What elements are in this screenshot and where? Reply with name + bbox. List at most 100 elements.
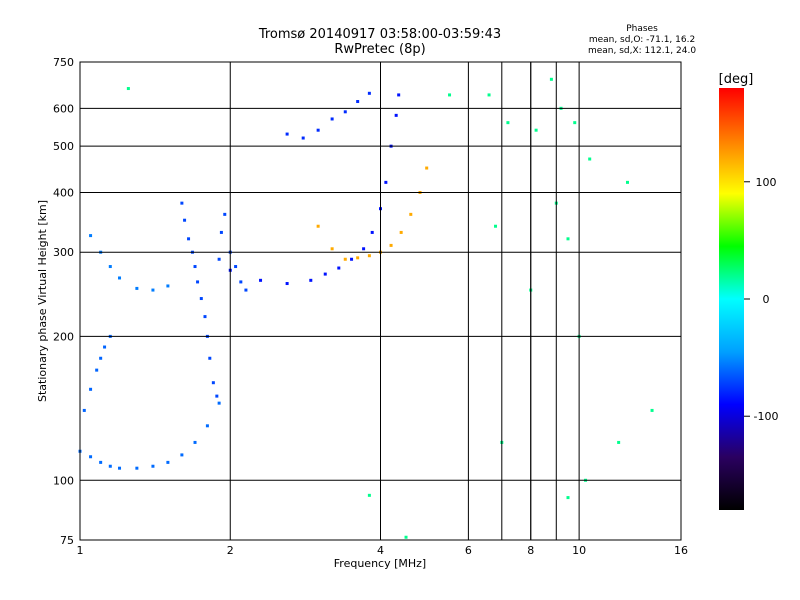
data-point (166, 284, 170, 288)
series-upper-trace (285, 91, 371, 140)
stats-heading: Phases (626, 24, 658, 34)
y-tick-label: 400 (53, 186, 74, 199)
data-point (180, 453, 184, 457)
data-point (199, 297, 203, 301)
data-point (259, 278, 263, 282)
data-point (316, 224, 320, 228)
colorbar-tick-label: 0 (763, 293, 770, 306)
data-point (180, 201, 184, 205)
data-point (208, 356, 212, 360)
data-point (650, 408, 654, 412)
data-point (448, 93, 452, 97)
data-point (367, 493, 371, 497)
data-point (384, 180, 388, 184)
data-point (404, 535, 408, 539)
data-point (118, 276, 122, 280)
y-tick-label: 500 (53, 140, 74, 153)
data-point (367, 91, 371, 95)
data-point (193, 440, 197, 444)
series-f2-o-mode (228, 93, 401, 286)
x-tick-label: 1 (77, 544, 84, 557)
series-f2-x-mode (316, 166, 429, 261)
data-point (203, 315, 207, 319)
data-point (151, 288, 155, 292)
chart-title: Tromsø 20140917 03:58:00-03:59:43 (258, 27, 501, 42)
data-point (217, 257, 221, 261)
data-point (187, 237, 191, 241)
data-point (217, 401, 221, 405)
data-point (244, 288, 248, 292)
data-point (409, 212, 413, 216)
x-tick-label: 10 (572, 544, 586, 557)
data-point (126, 87, 130, 91)
x-tick-label: 2 (227, 544, 234, 557)
data-point (389, 243, 393, 247)
data-point (394, 113, 398, 117)
y-tick-label: 75 (60, 534, 74, 547)
data-point (215, 394, 219, 398)
data-point (234, 265, 238, 269)
data-point (549, 77, 553, 81)
data-point (211, 381, 215, 385)
data-point (89, 234, 93, 238)
data-point (89, 387, 93, 391)
data-point (343, 257, 347, 261)
data-point (205, 424, 209, 428)
data-point (196, 280, 200, 284)
data-point (506, 121, 510, 125)
data-point (99, 460, 103, 464)
y-tick-label: 200 (53, 330, 74, 343)
data-point (193, 265, 197, 269)
data-point (135, 466, 139, 470)
data-point (566, 237, 570, 241)
data-point (219, 230, 223, 234)
series-e-low-trace (78, 401, 221, 470)
x-axis-label: Frequency [MHz] (334, 557, 426, 570)
x-tick-label: 16 (674, 544, 688, 557)
data-point (367, 254, 371, 258)
x-tick-label: 4 (377, 544, 384, 557)
data-point (135, 286, 139, 290)
data-point (617, 440, 621, 444)
data-point (89, 455, 93, 459)
data-point (103, 345, 107, 349)
y-tick-label: 750 (53, 56, 74, 69)
series-low-arc (82, 334, 112, 412)
data-point (95, 368, 99, 372)
data-point (82, 408, 86, 412)
data-point (108, 464, 112, 468)
colorbar-tick-label: 100 (756, 176, 777, 189)
data-point (362, 247, 366, 251)
data-point (285, 282, 289, 286)
data-point (166, 460, 170, 464)
data-point (425, 166, 429, 170)
y-tick-label: 600 (53, 102, 74, 115)
data-point (301, 136, 305, 140)
data-point (183, 218, 187, 222)
x-axis-ticks: 1 2 4 6 8 10 16 (77, 544, 689, 557)
data-point (494, 224, 498, 228)
data-point (108, 265, 112, 269)
data-point (397, 93, 401, 97)
stats-x-line: mean, sd,X: 112.1, 24.0 (588, 46, 696, 56)
data-points (78, 77, 654, 539)
colorbar-tick-label: -100 (754, 410, 779, 423)
data-point (343, 110, 347, 114)
colorbar-label: [deg] (719, 72, 754, 87)
data-point (151, 464, 155, 468)
data-point (330, 247, 334, 251)
y-tick-label: 100 (53, 474, 74, 487)
colorbar-ticks: 100 0 -100 (744, 176, 778, 423)
data-point (350, 257, 354, 261)
data-point (99, 356, 103, 360)
data-point (356, 256, 360, 260)
data-point (337, 266, 341, 270)
data-point (309, 278, 313, 282)
data-point (323, 272, 327, 276)
stats-o-line: mean, sd,O: -71.1, 16.2 (589, 35, 695, 45)
data-point (399, 230, 403, 234)
x-tick-label: 8 (527, 544, 534, 557)
data-point (239, 280, 243, 284)
series-f1-spread (180, 201, 248, 398)
